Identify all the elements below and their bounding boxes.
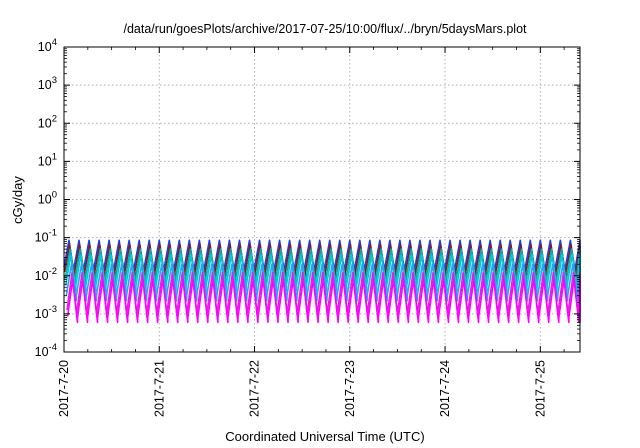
x-tick-label: 2017-7-20 [57,360,71,417]
y-tick-label: 101 [38,151,57,168]
y-tick-label: 10-4 [35,342,57,359]
y-axis: 10-4 10-3 10-2 10-1 100 101 102 103 104 [35,37,580,359]
series-line [65,263,581,302]
x-axis-label: Coordinated Universal Time (UTC) [225,429,424,444]
chart-title: /data/run/goesPlots/archive/2017-07-25/1… [123,22,527,36]
y-tick-label: 10-3 [35,304,57,321]
x-tick-label: 2017-7-21 [152,360,166,417]
series-line [66,278,581,324]
x-tick-label: 2017-7-24 [438,360,452,417]
y-tick-label: 102 [38,113,57,130]
x-tick-label: 2017-7-22 [248,360,262,417]
y-tick-label: 10-1 [35,228,57,245]
y-tick-label: 100 [38,190,57,207]
y-tick-label: 103 [38,75,57,92]
y-axis-label: cGy/day [10,176,25,224]
y-tick-label: 10-2 [35,266,57,283]
series-group [63,239,581,324]
series-line [65,254,581,292]
grid [64,47,580,352]
y-tick-label: 104 [38,37,57,54]
x-axis: 2017-7-20 2017-7-21 2017-7-22 2017-7-23 2017… [57,47,565,417]
x-tick-label: 2017-7-25 [533,360,547,417]
x-tick-label: 2017-7-23 [343,360,357,417]
